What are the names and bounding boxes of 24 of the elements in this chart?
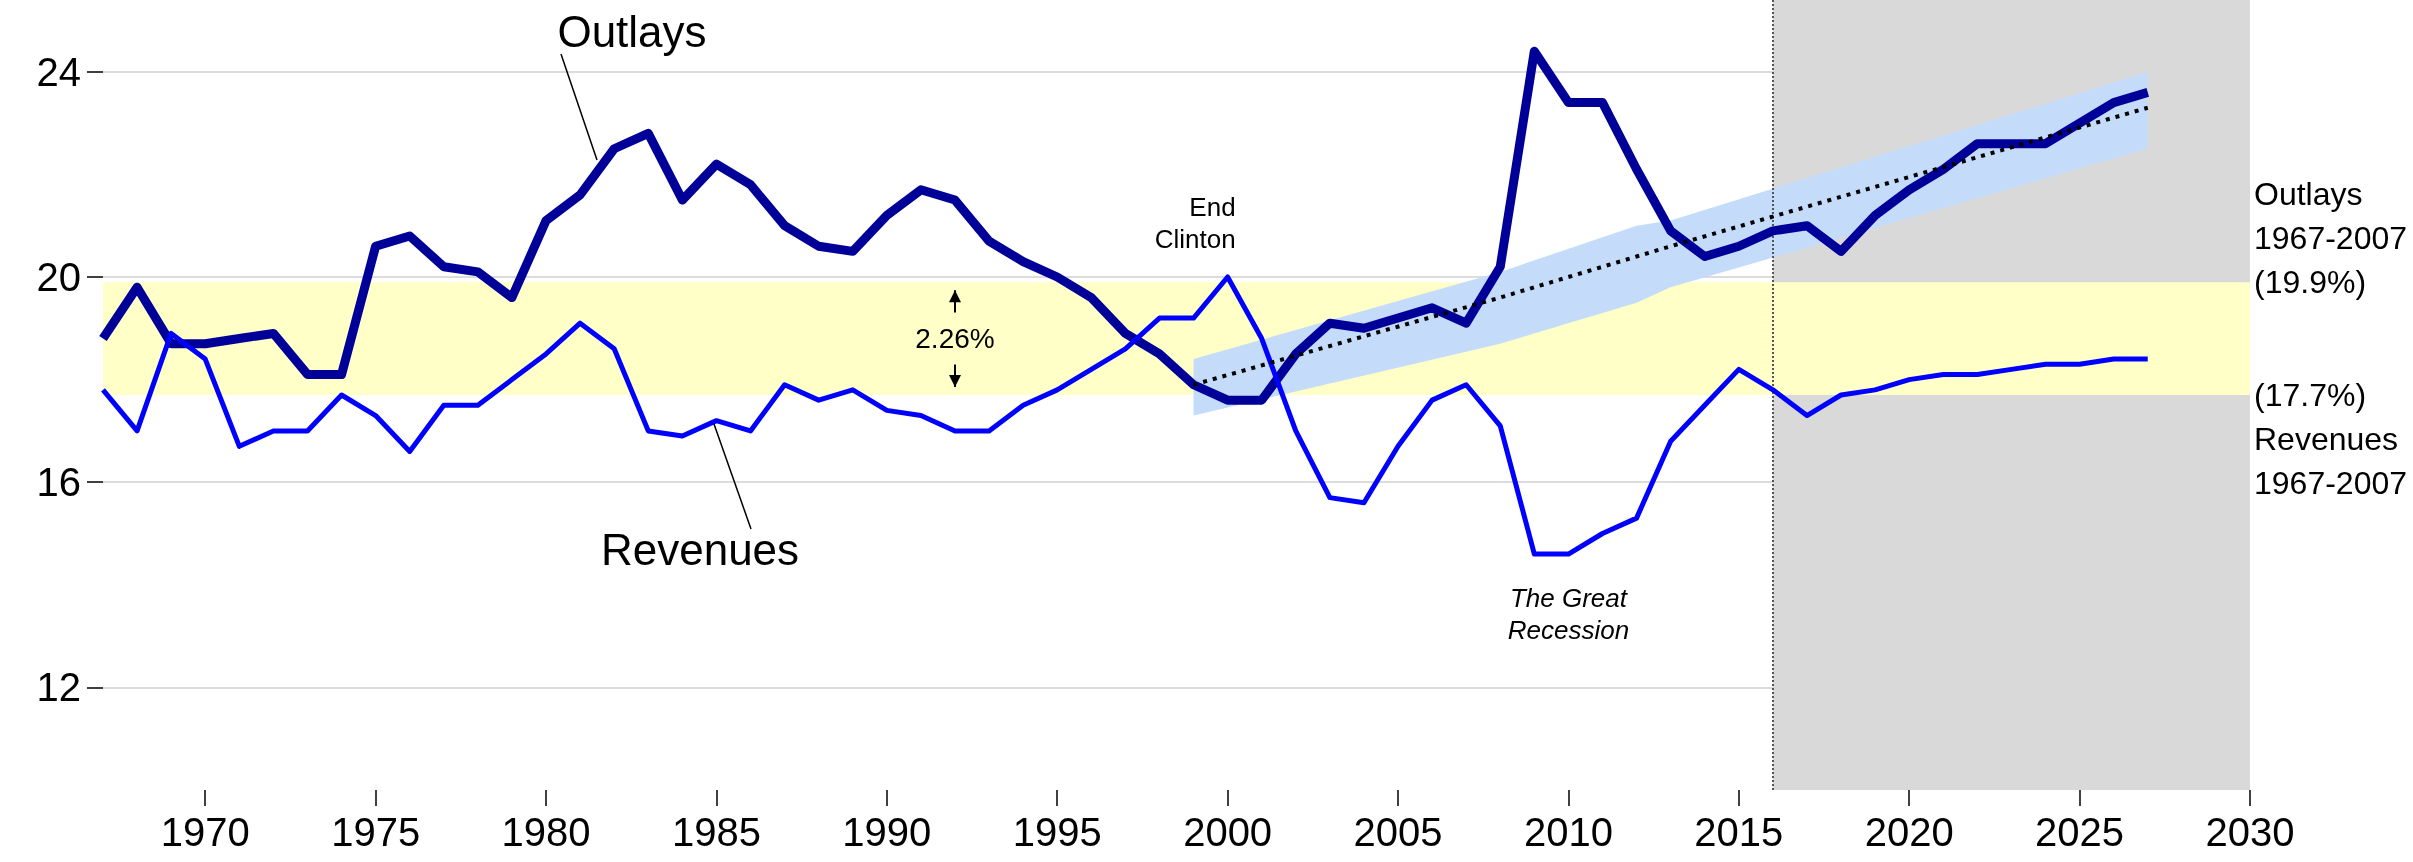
- x-tick-label: 1985: [671, 810, 761, 854]
- x-tick-label: 1990: [842, 810, 932, 854]
- y-tick-label: 12: [36, 665, 81, 710]
- x-tick-label: 2030: [2205, 810, 2295, 854]
- text: Revenues: [600, 524, 800, 574]
- x-tick-label: 2000: [1183, 810, 1273, 854]
- x-tick-label: 1980: [501, 810, 591, 854]
- y-tick-label: 24: [36, 49, 81, 94]
- text: Outlays 1967-2007 (19.9%): [2254, 176, 2408, 301]
- y-tick-label: 20: [36, 255, 81, 300]
- annotation: 2.26%: [915, 323, 995, 355]
- x-tick-label: 1975: [331, 810, 421, 854]
- x-tick-label: 2010: [1523, 810, 1613, 854]
- x-tick-label: 2020: [1864, 810, 1954, 854]
- text: Outlays: [557, 6, 707, 56]
- x-tick-label: 2005: [1353, 810, 1443, 854]
- x-tick-label: 2015: [1694, 810, 1784, 854]
- annotation: The Great Recession: [1507, 583, 1630, 646]
- x-tick-label: 2025: [2035, 810, 2125, 854]
- x-tick-label: 1970: [160, 810, 250, 854]
- x-tick-label: 1995: [1012, 810, 1102, 854]
- y-tick-label: 16: [36, 460, 81, 505]
- text: (17.7%) Revenues 1967-2007: [2254, 377, 2408, 501]
- annotation: End Clinton: [1154, 192, 1236, 255]
